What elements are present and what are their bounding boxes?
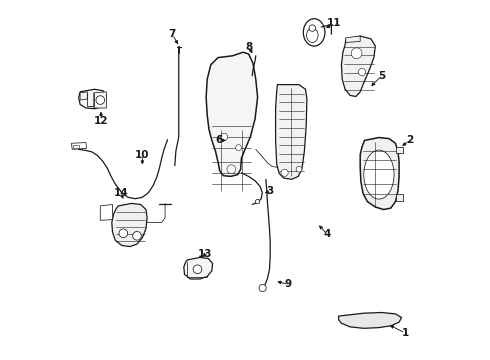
Circle shape xyxy=(358,68,366,76)
Text: 7: 7 xyxy=(169,29,176,39)
Polygon shape xyxy=(112,203,147,247)
Polygon shape xyxy=(396,147,403,153)
Circle shape xyxy=(296,166,302,172)
Polygon shape xyxy=(72,143,87,149)
Text: 2: 2 xyxy=(406,135,414,145)
Circle shape xyxy=(255,199,260,204)
Polygon shape xyxy=(184,257,213,279)
Circle shape xyxy=(193,265,202,274)
Text: 12: 12 xyxy=(94,116,108,126)
Polygon shape xyxy=(79,89,106,109)
Circle shape xyxy=(227,165,236,174)
Circle shape xyxy=(351,48,362,59)
Polygon shape xyxy=(100,204,113,220)
Ellipse shape xyxy=(303,19,325,46)
Circle shape xyxy=(96,96,104,104)
Text: 3: 3 xyxy=(267,186,274,196)
Text: 6: 6 xyxy=(216,135,222,145)
Polygon shape xyxy=(73,145,79,148)
Text: 4: 4 xyxy=(323,229,331,239)
Text: 8: 8 xyxy=(245,42,252,52)
Polygon shape xyxy=(396,194,403,201)
Polygon shape xyxy=(206,52,258,176)
Polygon shape xyxy=(339,312,402,328)
Circle shape xyxy=(220,133,228,140)
Text: 14: 14 xyxy=(114,188,128,198)
Circle shape xyxy=(119,229,127,238)
Polygon shape xyxy=(360,138,399,210)
Polygon shape xyxy=(80,92,87,100)
Circle shape xyxy=(236,145,242,150)
Circle shape xyxy=(281,169,288,176)
Polygon shape xyxy=(275,85,307,179)
Polygon shape xyxy=(346,36,360,42)
Text: 13: 13 xyxy=(198,249,213,259)
Circle shape xyxy=(133,231,141,240)
Polygon shape xyxy=(94,92,106,108)
Circle shape xyxy=(259,284,266,292)
Text: 11: 11 xyxy=(327,18,342,28)
Ellipse shape xyxy=(364,150,394,199)
Polygon shape xyxy=(342,36,375,96)
Circle shape xyxy=(309,25,316,31)
Text: 1: 1 xyxy=(402,328,409,338)
Text: 5: 5 xyxy=(378,71,386,81)
Text: 9: 9 xyxy=(285,279,292,289)
Ellipse shape xyxy=(307,28,318,42)
Text: 10: 10 xyxy=(135,150,149,160)
